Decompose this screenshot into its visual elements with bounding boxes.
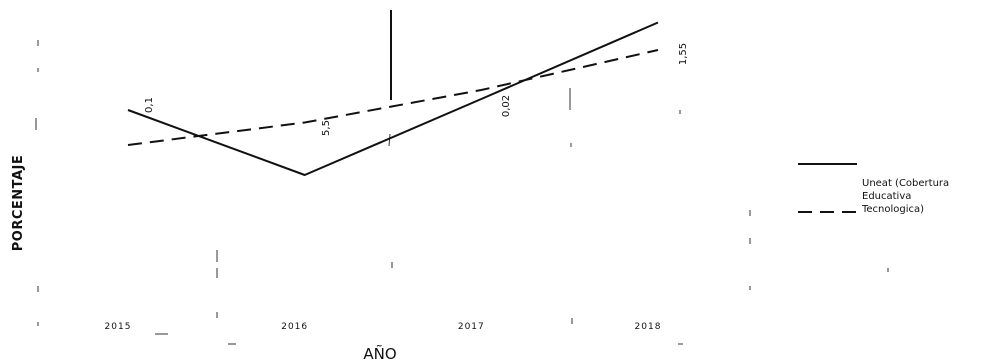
series-line-solid [127,21,659,176]
x-tick-label: 2015 [105,322,132,332]
data-label: 0,02 [501,95,512,117]
y-axis-label: PORCENTAJE [11,155,26,252]
data-label: 1,55 [678,43,689,65]
x-tick-label: 2017 [458,322,485,332]
legend-text-line: Educativa [862,191,911,202]
legend-text-line: Tecnologica) [861,204,924,215]
data-label: 0,1 [144,97,155,113]
legend: Uneat (Cobertura Educativa Tecnologica) [798,163,949,215]
x-axis-label: AÑO [363,344,396,363]
x-tick-label: 2016 [281,322,308,332]
series-line-dashed [127,49,659,146]
x-tick-label: 2018 [635,322,662,332]
legend-text-line: Uneat (Cobertura [862,178,949,189]
scan-noise [35,40,889,345]
data-label: 5,5 [321,120,332,136]
